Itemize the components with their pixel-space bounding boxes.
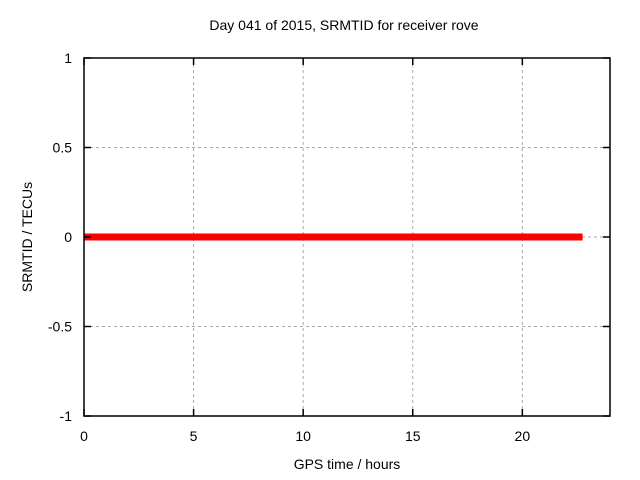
x-tick-label: 10: [295, 428, 311, 444]
y-tick-label: -1: [60, 408, 73, 424]
y-tick-label: 0.5: [53, 140, 73, 156]
x-tick-label: 5: [190, 428, 198, 444]
y-tick-label: -0.5: [48, 319, 72, 335]
tick-label-layer: 0 5 10 15 20 -1 -0.5 0 0.5 1: [48, 50, 530, 444]
axis-layer: [83, 57, 611, 417]
x-tick-label: 15: [405, 428, 421, 444]
x-tick-label: 20: [515, 428, 531, 444]
y-axis-label: SRMTID / TECUs: [19, 182, 35, 292]
x-tick-label: 0: [80, 428, 88, 444]
y-tick-label: 0: [64, 229, 72, 245]
chart-title: Day 041 of 2015, SRMTID for receiver rov…: [209, 17, 478, 33]
x-axis-label: GPS time / hours: [294, 456, 401, 472]
y-tick-label: 1: [64, 50, 72, 66]
